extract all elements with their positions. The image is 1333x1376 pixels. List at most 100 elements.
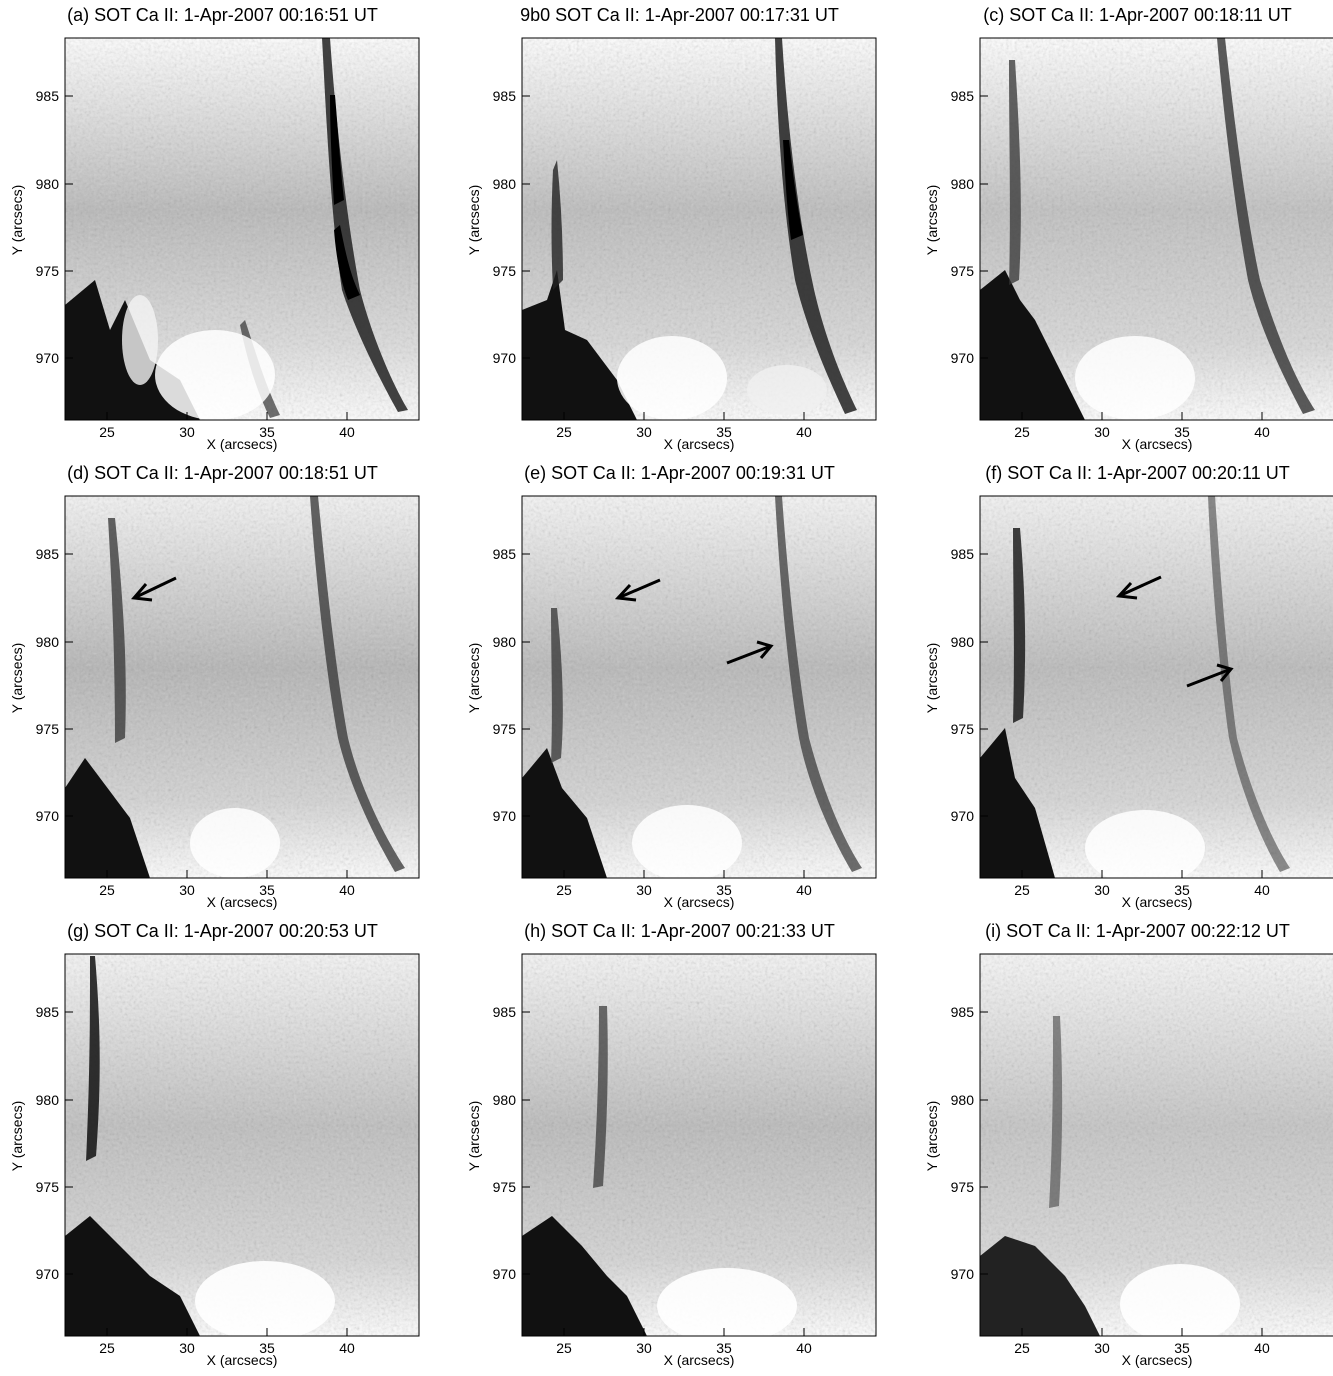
y-tick-975: 975 — [36, 1179, 60, 1195]
panel-title: (e) SOT Ca II: 1-Apr-2007 00:19:31 UT — [524, 463, 835, 483]
y-tick-980: 980 — [493, 176, 517, 192]
image-frame: 25 30 35 40 985 980 975 970 — [951, 495, 1333, 898]
y-tick-980: 980 — [493, 1092, 517, 1108]
y-tick-985: 985 — [951, 1004, 975, 1020]
image-frame: 25 30 35 40 985 980 975 970 — [493, 495, 877, 898]
x-tick-40: 40 — [1254, 424, 1270, 440]
y-tick-970: 970 — [493, 808, 517, 824]
x-tick-25: 25 — [99, 424, 115, 440]
y-tick-985: 985 — [951, 546, 975, 562]
arrow-icon — [726, 640, 774, 665]
y-tick-980: 980 — [951, 634, 975, 650]
y-tick-975: 975 — [493, 721, 517, 737]
x-tick-40: 40 — [339, 424, 355, 440]
x-tick-35: 35 — [716, 1340, 732, 1356]
x-tick-40: 40 — [796, 424, 812, 440]
x-tick-25: 25 — [556, 424, 572, 440]
x-tick-40: 40 — [339, 882, 355, 898]
image-frame: 25 30 35 40 985 980 975 970 — [36, 495, 420, 898]
y-tick-980: 980 — [36, 634, 60, 650]
y-tick-980: 980 — [951, 1092, 975, 1108]
solar-image — [65, 496, 419, 878]
y-tick-985: 985 — [36, 88, 60, 104]
axis-ticks — [522, 553, 805, 878]
panel-title: (g) SOT Ca II: 1-Apr-2007 00:20:53 UT — [67, 921, 378, 941]
solar-image — [980, 496, 1333, 886]
y-tick-970: 970 — [951, 808, 975, 824]
y-tick-970: 970 — [36, 350, 60, 366]
x-tick-30: 30 — [1094, 424, 1110, 440]
panel-title: (i) SOT Ca II: 1-Apr-2007 00:22:12 UT — [985, 921, 1290, 941]
solar-image — [522, 954, 876, 1344]
x-tick-25: 25 — [1014, 1340, 1030, 1356]
x-axis-label: X (arcsecs) — [663, 1352, 735, 1368]
axis-ticks — [65, 1011, 348, 1336]
x-tick-25: 25 — [1014, 882, 1030, 898]
x-axis-label: X (arcsecs) — [1121, 436, 1193, 452]
x-tick-25: 25 — [556, 882, 572, 898]
x-tick-35: 35 — [716, 882, 732, 898]
y-tick-970: 970 — [36, 1266, 60, 1282]
panel-title: (f) SOT Ca II: 1-Apr-2007 00:20:11 UT — [985, 463, 1290, 483]
solar-image — [980, 38, 1333, 420]
axis-ticks — [522, 95, 805, 420]
image-frame: 25 30 35 40 985 980 975 970 — [951, 953, 1333, 1356]
image-frame: 25 30 35 40 985 980 975 970 — [493, 953, 877, 1356]
x-tick-30: 30 — [1094, 1340, 1110, 1356]
x-tick-30: 30 — [179, 424, 195, 440]
panel-title: 9b0 SOT Ca II: 1-Apr-2007 00:17:31 UT — [520, 5, 839, 25]
y-tick-980: 980 — [36, 176, 60, 192]
panel-f: (f) SOT Ca II: 1-Apr-2007 00:20:11 UT Y … — [915, 458, 1333, 916]
axis-ticks — [522, 1011, 805, 1336]
axis-ticks — [980, 95, 1263, 420]
y-tick-980: 980 — [951, 176, 975, 192]
panel-g: (g) SOT Ca II: 1-Apr-2007 00:20:53 UT Y … — [0, 916, 445, 1374]
y-tick-975: 975 — [951, 1179, 975, 1195]
x-axis-label: X (arcsecs) — [1121, 1352, 1193, 1368]
y-tick-970: 970 — [951, 350, 975, 366]
x-tick-40: 40 — [796, 1340, 812, 1356]
y-tick-985: 985 — [951, 88, 975, 104]
x-tick-35: 35 — [1174, 424, 1190, 440]
x-tick-35: 35 — [1174, 1340, 1190, 1356]
axis-ticks — [980, 1011, 1263, 1336]
x-tick-35: 35 — [259, 424, 275, 440]
image-frame: 25 30 35 40 985 980 975 970 — [36, 37, 420, 440]
y-tick-980: 980 — [493, 634, 517, 650]
y-tick-970: 970 — [493, 350, 517, 366]
x-axis-label: X (arcsecs) — [206, 894, 278, 910]
y-tick-980: 980 — [36, 1092, 60, 1108]
arrow-icon — [1186, 663, 1234, 688]
x-tick-30: 30 — [636, 1340, 652, 1356]
x-tick-25: 25 — [99, 882, 115, 898]
x-axis-label: X (arcsecs) — [663, 436, 735, 452]
panel-title: (c) SOT Ca II: 1-Apr-2007 00:18:11 UT — [983, 5, 1292, 25]
x-axis-label: X (arcsecs) — [206, 436, 278, 452]
x-tick-40: 40 — [1254, 882, 1270, 898]
x-tick-30: 30 — [179, 882, 195, 898]
image-frame: 25 30 35 40 985 980 975 970 — [493, 37, 877, 440]
solar-image — [522, 496, 876, 881]
y-tick-975: 975 — [36, 263, 60, 279]
panel-d: (d) SOT Ca II: 1-Apr-2007 00:18:51 UT Y … — [0, 458, 445, 916]
arrow-icon — [131, 576, 177, 602]
x-tick-25: 25 — [1014, 424, 1030, 440]
y-tick-970: 970 — [951, 1266, 975, 1282]
x-axis-label: X (arcsecs) — [1121, 894, 1193, 910]
y-tick-975: 975 — [493, 1179, 517, 1195]
x-tick-40: 40 — [339, 1340, 355, 1356]
panel-b: 9b0 SOT Ca II: 1-Apr-2007 00:17:31 UT Y … — [457, 0, 902, 458]
axis-ticks — [65, 553, 348, 878]
x-tick-30: 30 — [179, 1340, 195, 1356]
panel-c: (c) SOT Ca II: 1-Apr-2007 00:18:11 UT Y … — [915, 0, 1333, 458]
y-tick-985: 985 — [493, 88, 517, 104]
y-tick-970: 970 — [36, 808, 60, 824]
x-tick-35: 35 — [259, 1340, 275, 1356]
x-tick-30: 30 — [636, 882, 652, 898]
arrow-icon — [614, 578, 661, 602]
panel-e: (e) SOT Ca II: 1-Apr-2007 00:19:31 UT Y … — [457, 458, 902, 916]
solar-image — [522, 38, 876, 420]
y-tick-985: 985 — [36, 1004, 60, 1020]
y-tick-975: 975 — [493, 263, 517, 279]
x-tick-30: 30 — [636, 424, 652, 440]
